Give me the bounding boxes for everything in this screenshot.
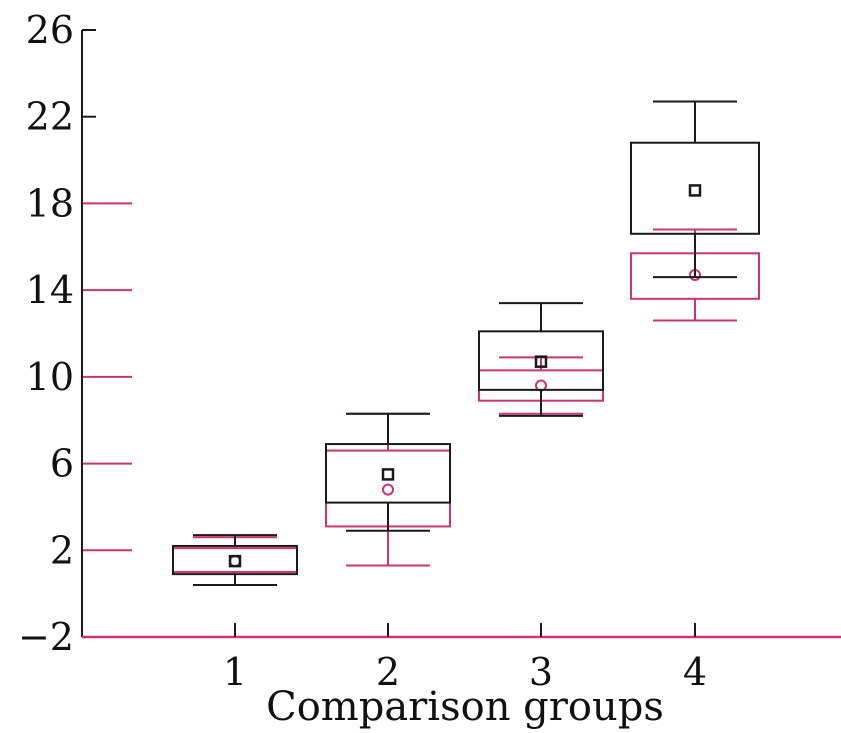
box-iqr <box>173 546 297 574</box>
box-iqr <box>173 548 297 572</box>
y-tick-label: −2 <box>18 615 74 659</box>
mean-marker <box>230 556 240 566</box>
y-tick-label: 14 <box>26 268 74 312</box>
y-tick-label: 6 <box>50 442 74 486</box>
mean-marker <box>383 485 393 495</box>
box-group <box>326 414 450 531</box>
y-tick-label: 18 <box>26 181 74 225</box>
mean-marker <box>690 185 700 195</box>
y-tick-label: 10 <box>26 355 74 399</box>
y-tick-label: 2 <box>50 528 74 572</box>
x-tick-label: 4 <box>683 650 707 694</box>
mean-marker <box>383 469 393 479</box>
box-series <box>173 102 759 585</box>
box-group <box>631 102 759 278</box>
x-axis-title: Comparison groups <box>266 684 664 730</box>
box-iqr <box>631 143 759 234</box>
x-tick-label: 1 <box>223 650 247 694</box>
y-tick-label: 26 <box>26 8 74 52</box>
y-tick-label: 22 <box>26 95 74 139</box>
box-group <box>173 535 297 585</box>
